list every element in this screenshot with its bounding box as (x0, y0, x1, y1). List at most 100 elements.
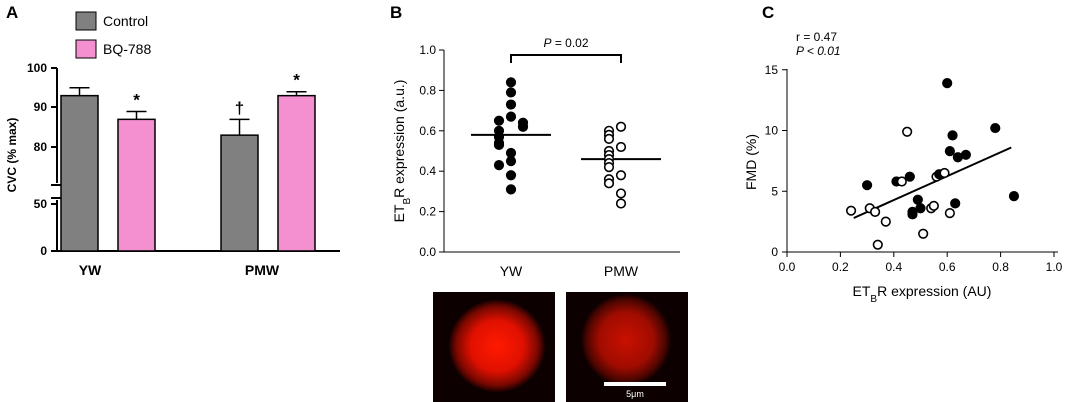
data-point (942, 78, 953, 89)
bar-yw-control (60, 94, 99, 252)
data-point (912, 194, 923, 205)
data-point-yw (493, 115, 505, 126)
x-tick-label: 0.8 (992, 260, 1009, 274)
scatter-points (471, 77, 661, 209)
y-tick-label: 100 (27, 61, 47, 75)
data-point-pmw (615, 170, 627, 181)
y-tick-label: 0 (771, 245, 778, 259)
x-tick-label: 0.6 (939, 260, 956, 274)
panel-letter-b: B (390, 3, 402, 22)
data-point-yw (505, 156, 517, 167)
x-tick-label: 0.4 (885, 260, 902, 274)
data-point (902, 126, 913, 137)
panel-b: B 0.0 0.2 0.4 0.6 0.8 1.0 ETBR expression (a.… (390, 3, 688, 402)
data-point (918, 228, 929, 239)
scatter-points (845, 78, 1020, 250)
legend-label-control: Control (103, 13, 148, 29)
legend-swatch-control (75, 11, 97, 31)
correlation-p: P < 0.01 (796, 44, 841, 58)
legend-swatch-bq788 (75, 39, 97, 59)
legend: Control BQ-788 (75, 11, 151, 59)
x-category-label-yw: YW (500, 263, 523, 279)
microscopy-image-pmw: 5μm (566, 292, 688, 402)
data-point (990, 122, 1001, 134)
y-axis-title: ETBR expression (a.u.) (391, 80, 413, 223)
significance-marker: * (293, 71, 300, 90)
y-tick-label: 50 (34, 197, 48, 211)
data-point (950, 198, 961, 209)
data-point (960, 149, 971, 160)
data-point-pmw (615, 121, 627, 132)
bar-yw-bq788 (117, 118, 156, 252)
y-tick-label: 0.8 (419, 83, 436, 97)
legend-label-bq788: BQ-788 (103, 41, 151, 57)
data-point-pmw (615, 188, 627, 199)
panel-letter-a: A (6, 3, 18, 22)
data-point (947, 130, 958, 141)
y-tick-label: 0.2 (419, 205, 436, 219)
data-point (845, 205, 857, 216)
data-point-yw (505, 99, 517, 110)
y-tick-label: 0.6 (419, 124, 436, 138)
y-tick-label: 90 (34, 100, 48, 114)
y-tick-label: 10 (765, 124, 779, 138)
bars-group: * † * (60, 71, 316, 252)
data-point-yw (505, 170, 517, 181)
data-point-pmw (615, 141, 627, 153)
data-point-yw (505, 87, 517, 98)
significance-bracket: P = 0.02 (510, 36, 622, 63)
data-point (928, 200, 939, 211)
data-point (907, 206, 918, 218)
data-point-pmw (603, 162, 615, 173)
data-point-yw (505, 77, 517, 88)
panel-c: C r = 0.47 P < 0.01 0.0 0.2 0.4 0.6 0.8 1.0 0 5… (743, 3, 1063, 305)
data-point (944, 208, 955, 219)
data-point-pmw (603, 133, 615, 144)
x-category-label-pmw: PMW (604, 263, 639, 279)
data-point-pmw (603, 178, 615, 189)
panel-letter-c: C (762, 3, 774, 22)
y-tick-label: 15 (765, 63, 779, 77)
x-axis-title: ETBR expression (AU) (853, 283, 992, 305)
bar-pmw-control (220, 134, 259, 252)
data-point-yw (517, 121, 529, 132)
data-point-yw (505, 184, 517, 195)
data-point (896, 176, 907, 187)
data-point-pmw (615, 198, 627, 209)
bar-pmw-bq788 (277, 94, 316, 252)
x-tick-label: 0.0 (779, 260, 796, 274)
x-category-label-pmw: PMW (245, 262, 280, 278)
data-point (872, 239, 883, 250)
y-tick-label: 0.4 (419, 164, 436, 178)
y-axis: 0 50 80 90 100 CVC (% max) (5, 61, 63, 258)
data-point (880, 216, 891, 227)
data-point (870, 206, 881, 218)
y-tick-label: 0 (40, 244, 47, 258)
microscopy-image-yw (433, 292, 555, 402)
data-point (915, 203, 926, 214)
regression-line (853, 146, 1012, 219)
data-point (904, 171, 915, 182)
data-point (861, 180, 873, 191)
data-point-yw (493, 160, 505, 171)
scale-bar-label: 5μm (626, 389, 644, 399)
correlation-r: r = 0.47 (796, 30, 837, 44)
y-tick-label: 0.0 (419, 245, 436, 259)
significance-marker: * (133, 90, 140, 109)
data-point-yw (493, 139, 505, 151)
y-tick-label: 80 (34, 140, 48, 154)
p-value-label: P = 0.02 (543, 36, 588, 50)
x-tick-label: 1.0 (1046, 260, 1063, 274)
data-point (1008, 191, 1020, 202)
y-tick-label: 5 (771, 184, 778, 198)
y-tick-label: 1.0 (419, 43, 436, 57)
y-axis-title: CVC (% max) (5, 118, 19, 193)
y-axis-title: FMD (%) (743, 134, 759, 190)
data-point-yw (505, 111, 517, 122)
panel-a: A Control BQ-788 0 50 80 90 100 CV (5, 3, 340, 278)
y-axis: 0.0 0.2 0.4 0.6 0.8 1.0 ETBR expression (a.u.… (391, 43, 445, 259)
data-point (939, 167, 950, 179)
significance-marker: † (235, 98, 244, 117)
data-point (944, 146, 955, 157)
